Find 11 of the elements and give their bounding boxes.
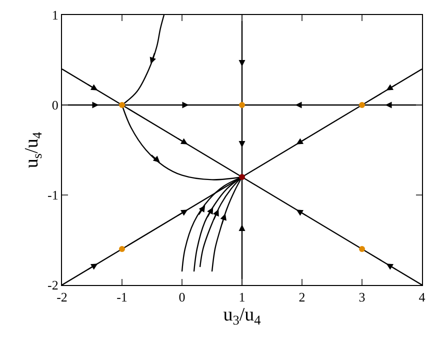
x-axis-title: u$_{3}$/u$_{4}$ <box>223 304 262 328</box>
y-tick-label: -1 <box>48 188 58 203</box>
x-tick-label: 3 <box>358 290 366 305</box>
y-tick-label: 0 <box>52 98 58 113</box>
x-tick-label: 2 <box>298 290 306 305</box>
x-tick-label: 0 <box>178 290 186 305</box>
y-tick-label: -2 <box>48 278 58 293</box>
x-tick-label: 4 <box>418 290 426 305</box>
x-tick-label: -1 <box>116 290 128 305</box>
x-tick-label: 1 <box>238 290 246 305</box>
y-tick-label: 1 <box>52 8 58 23</box>
